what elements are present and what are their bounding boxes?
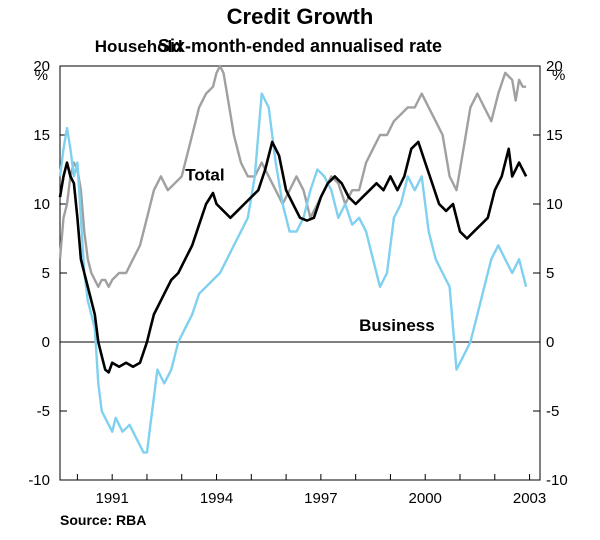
chart-source: Source: RBA xyxy=(60,512,147,528)
x-tick-label: 2003 xyxy=(513,490,546,507)
series-label-household: Household xyxy=(95,37,183,56)
y-tick-label-right: 0 xyxy=(546,334,554,351)
y-tick-label-left: -5 xyxy=(37,403,50,420)
y-tick-label-left: 0 xyxy=(42,334,50,351)
series-line-total xyxy=(58,140,528,374)
y-tick-label-right: 15 xyxy=(546,127,563,144)
x-tick-label: 1991 xyxy=(95,490,128,507)
series-line-business xyxy=(58,92,528,454)
series-lines xyxy=(58,64,528,454)
right-axis: 20 15 10 5 0 -5 -10 xyxy=(533,58,568,489)
y-tick-label-left: 5 xyxy=(42,265,50,282)
x-tick-label: 1997 xyxy=(304,490,337,507)
x-axis: 1991 1994 1997 2000 2003 xyxy=(76,474,546,507)
x-tick-label: 1994 xyxy=(200,490,233,507)
y-tick-label-right: 5 xyxy=(546,265,554,282)
y-tick-label-left: -10 xyxy=(28,472,50,489)
y-tick-label-right: -5 xyxy=(546,403,559,420)
y-tick-label-left: 20 xyxy=(33,58,50,75)
y-tick-label-left: 15 xyxy=(33,127,50,144)
x-tick-label: 2000 xyxy=(409,490,442,507)
chart-subtitle: Six-month-ended annualised rate xyxy=(157,36,443,56)
y-tick-label-left: 10 xyxy=(33,196,50,213)
series-label-total: Total xyxy=(185,166,224,185)
chart-title: Credit Growth xyxy=(226,4,374,29)
y-tick-label-right: 20 xyxy=(546,58,563,75)
y-unit-right: % xyxy=(552,67,565,84)
y-tick-label-right: 10 xyxy=(546,196,563,213)
series-line-household xyxy=(58,64,527,288)
series-label-business: Business xyxy=(359,316,435,335)
y-tick-label-right: -10 xyxy=(546,472,568,489)
y-unit-left: % xyxy=(35,67,48,84)
left-axis: 20 15 10 5 0 -5 -10 xyxy=(28,58,67,489)
